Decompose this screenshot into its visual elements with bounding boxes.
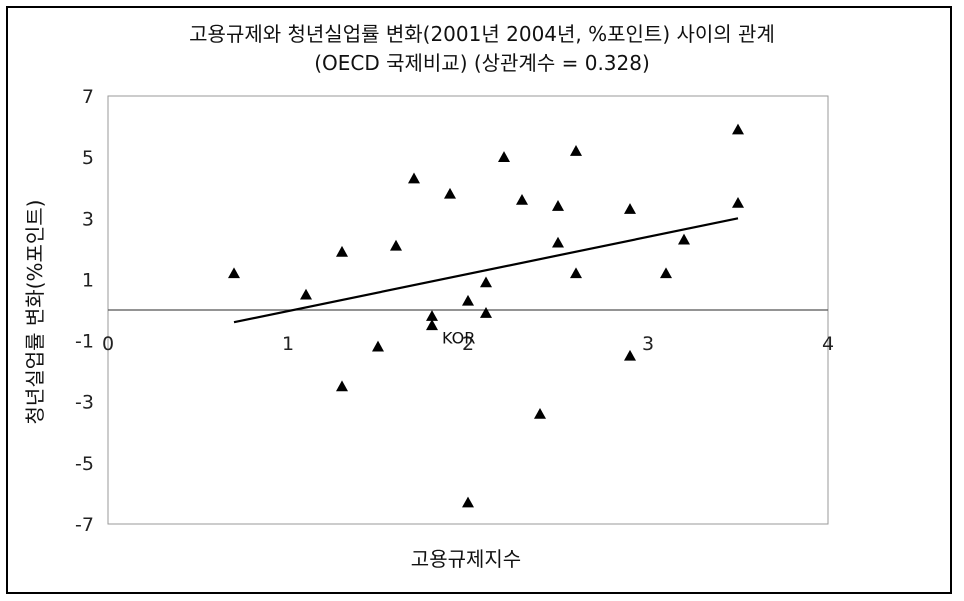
data-point-triangle [516,193,528,205]
data-point-triangle [480,276,492,288]
data-point-triangle [534,407,546,419]
annotations: KOR [442,328,475,347]
x-axis-ticks: 0 1 2 3 4 [102,333,834,355]
y-tick-label: -1 [75,331,94,353]
y-tick-label: 3 [82,208,94,230]
data-point-triangle [732,123,744,135]
data-point-triangle [390,239,402,251]
data-point-triangle [624,203,636,214]
data-point-triangle [228,267,240,279]
data-point-triangle [336,380,348,392]
chart-subtitle: (OECD 국제비교) (상관계수 = 0.328) [314,51,650,75]
data-point-triangle [552,236,564,248]
y-axis-label: 청년실업률 변화(%포인트) [23,200,47,425]
data-point-triangle [480,307,492,318]
data-point-triangle [408,172,420,184]
data-point-triangle [462,294,474,306]
chart-title: 고용규제와 청년실업률 변화(2001년 2004년, %포인트) 사이의 관계 [189,22,775,46]
x-tick-label: 2 [462,333,474,355]
annotation-label: KOR [442,328,475,347]
data-point-triangle [462,496,474,508]
data-point-triangle [300,288,312,300]
data-point-triangle [552,200,564,211]
data-point-triangle [426,310,438,321]
data-point-triangle [660,267,672,279]
x-tick-label: 1 [282,333,294,355]
y-tick-label: 7 [82,86,94,108]
y-axis-ticks: 7 5 3 1 -1 -3 -5 -7 [75,86,94,536]
data-point-triangle [570,267,582,279]
x-tick-label: 3 [642,333,654,355]
data-point-triangle [444,187,456,199]
data-point-triangle [426,319,438,331]
y-tick-label: -5 [75,453,94,475]
data-point-triangle [570,145,582,156]
y-tick-label: -3 [75,392,94,414]
x-axis-label: 고용규제지수 [411,547,521,571]
y-tick-label: 1 [82,269,94,291]
data-points [228,123,744,508]
y-tick-label: -7 [75,514,94,536]
trendline [233,217,739,324]
data-point-triangle [678,233,690,245]
y-tick-label: 5 [82,147,94,169]
data-point-triangle [372,340,384,352]
x-tick-label: 0 [102,333,114,355]
data-point-triangle [624,349,636,361]
data-point-triangle [498,151,510,162]
data-point-triangle [336,245,348,257]
data-point-triangle [732,197,744,208]
x-tick-label: 4 [822,333,834,355]
